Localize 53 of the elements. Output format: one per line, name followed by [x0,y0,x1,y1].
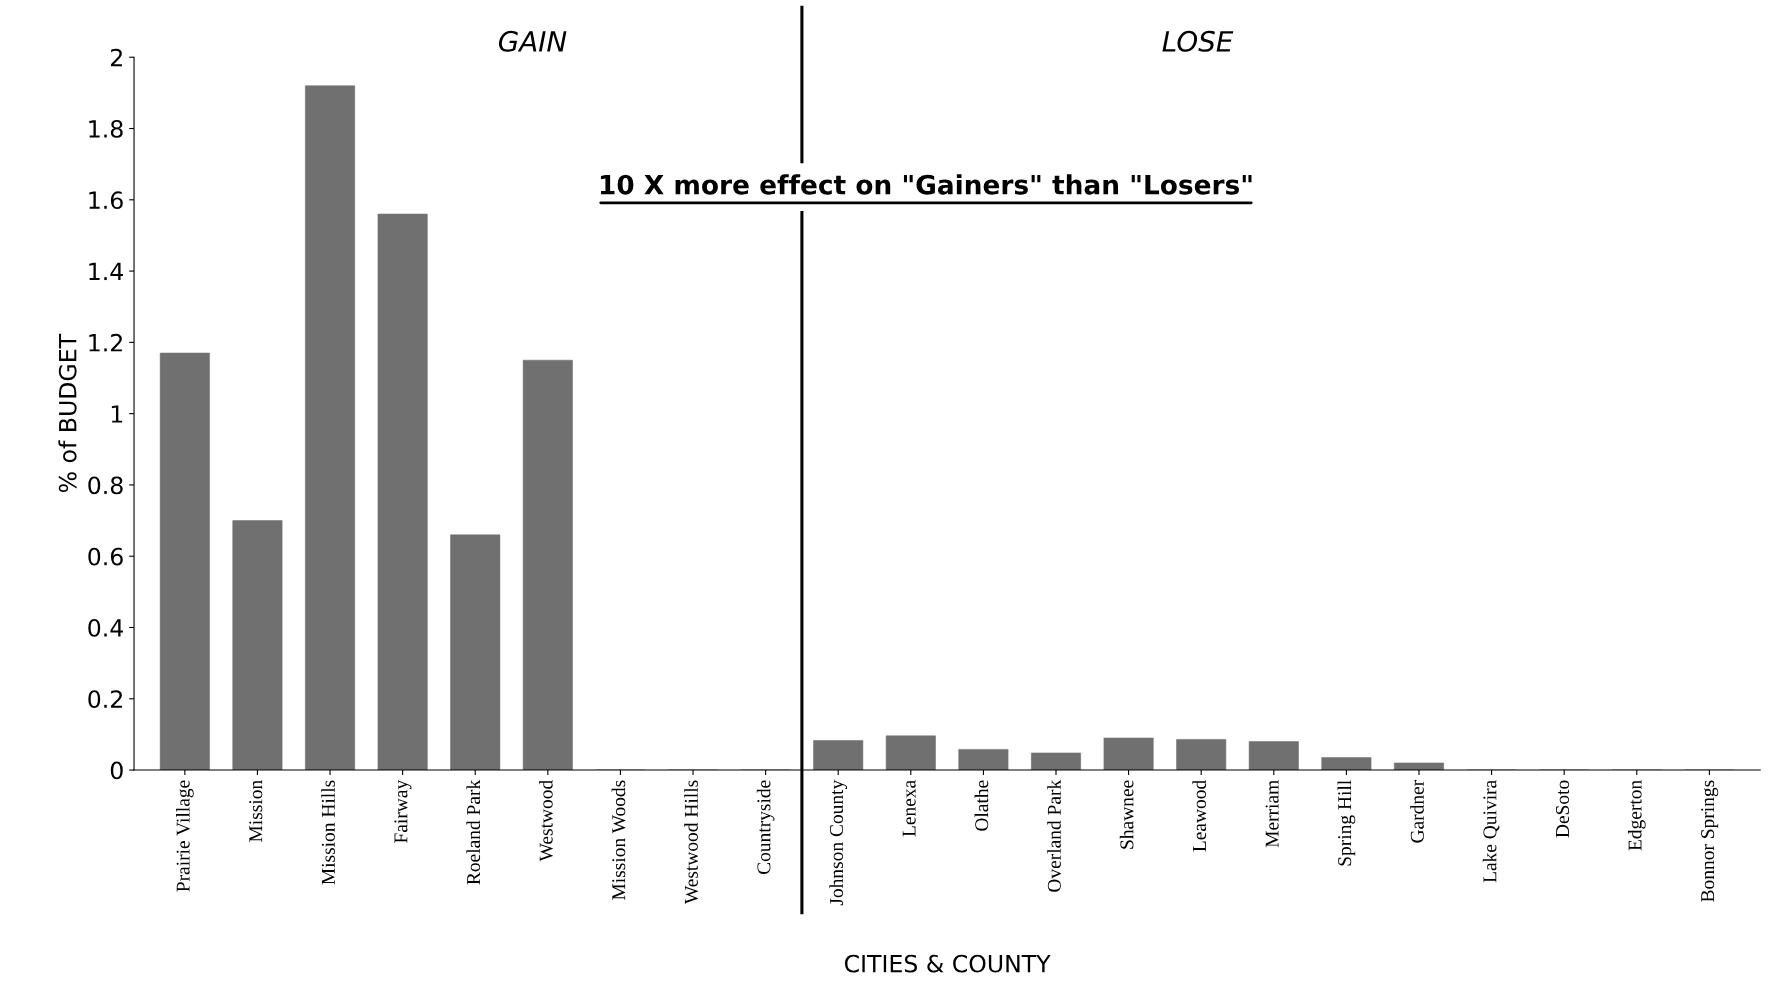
y-tick-label: 0.2 [88,690,122,709]
x-tick-label: Spring Hill [1337,780,1356,866]
bar [1248,741,1299,771]
text: GAIN [498,30,567,52]
y-tick-label: 0.6 [88,547,123,566]
y-tick-label: 1.6 [89,191,123,210]
bar [159,352,210,771]
x-tick-label: Johnson County [829,779,848,906]
bar [1394,762,1444,771]
x-axis-title: CITIES & COUNTY [844,954,1051,973]
x-tick-label: Overland Park [1047,779,1061,892]
bar [885,735,936,771]
bar [522,359,573,771]
y-tick-label: 1.2 [89,333,122,352]
x-tick-label: Merriam [1265,780,1279,848]
bar [377,213,428,771]
annotation: 10 X more effect on "Gainers" than "Losers" [600,174,1252,195]
x-tick-label: Mission [249,780,263,842]
y-tick-label: 1 [111,405,123,423]
bar [305,85,355,771]
bar [813,740,864,771]
x-tick-label: Mission Hills [321,780,335,885]
y-tick-label: 2 [111,48,122,67]
x-tick-label: Leawood [1192,780,1207,852]
x-tick-label: Lake Quivira [1482,780,1500,883]
x-tick-label: Westwood [539,780,553,862]
text: LOSE [1162,30,1234,52]
y-tick-label: 0.8 [88,476,123,495]
x-tick-label: Edgerton [1627,780,1646,851]
x-tick-label: Olathe [974,780,989,831]
bar [1321,757,1372,771]
y-tick-label: 0 [110,761,123,780]
x-tick-label: Countryside [756,780,775,875]
bar [1103,737,1154,771]
y-tick-label: 1.4 [89,262,123,281]
x-tick-label: Gardner [1410,779,1424,843]
bar [450,534,501,771]
x-tick-label: Mission Woods [611,780,626,900]
x-tick-label: Prairie Village [176,780,194,892]
x-tick-label: Shawnee [1119,780,1134,849]
y-tick-label: 0.4 [88,618,123,637]
x-tick-label: Roeland Park [466,779,481,885]
x-tick-label: Bonnor Springs [1701,780,1719,902]
x-tick-label: Lenexa [902,780,916,837]
y-tick-label: 1.8 [89,119,123,138]
x-tick-label: Fairway [394,779,412,843]
x-tick-label: DeSoto [1555,780,1570,838]
y-axis-title: % of BUDGET [58,333,77,493]
x-tick-label: Westwood Hills [684,780,698,905]
bar [1176,739,1227,771]
bar [232,520,283,771]
bar [1031,752,1081,771]
bar [958,749,1009,771]
